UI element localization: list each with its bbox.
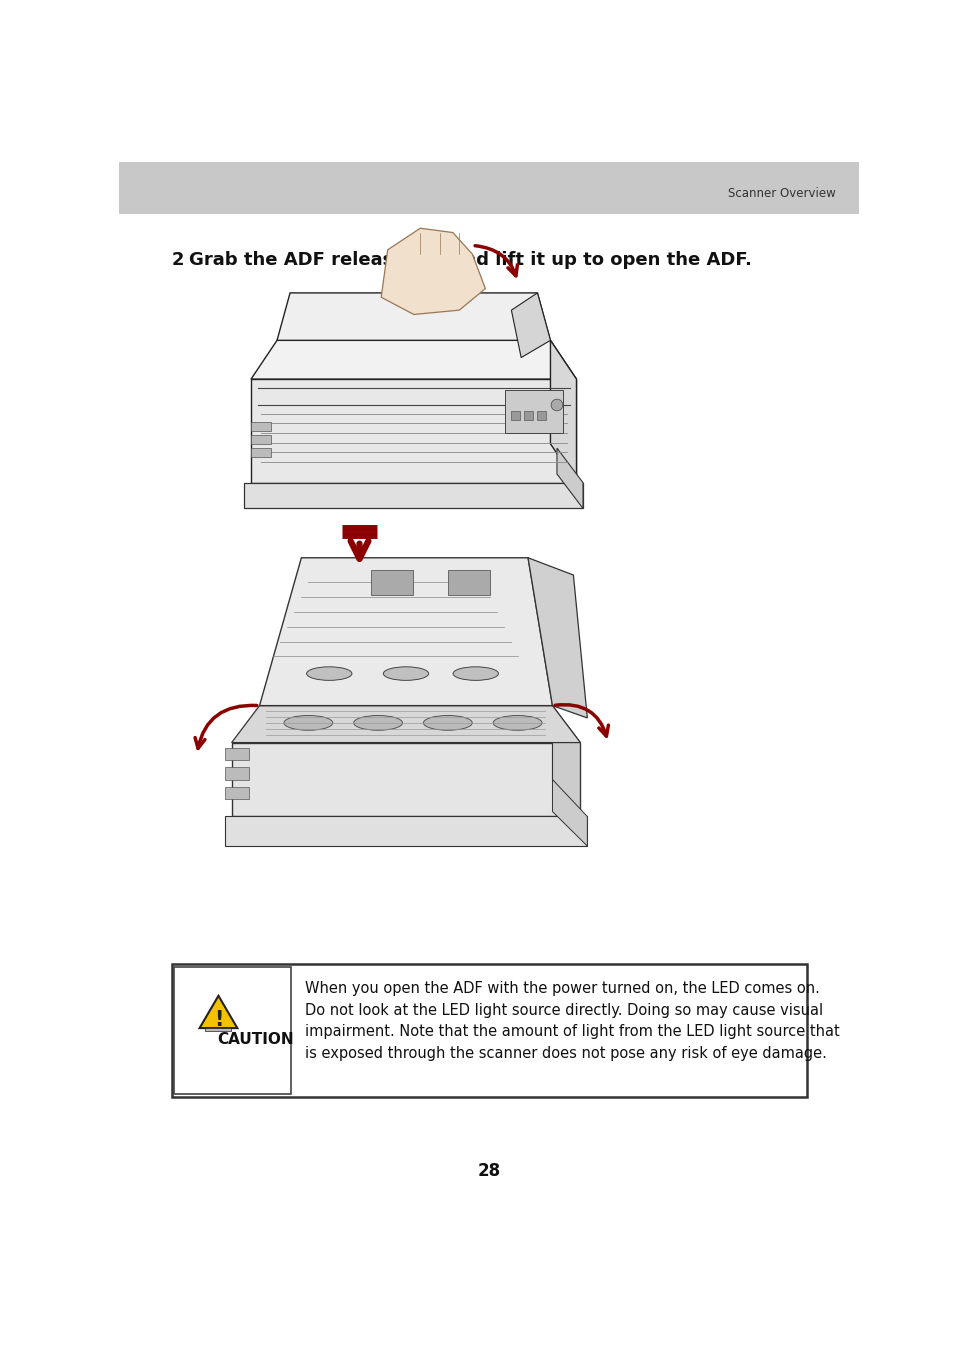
Bar (172, 964, 806, 1096)
Polygon shape (381, 228, 485, 315)
Polygon shape (224, 817, 587, 846)
Ellipse shape (284, 716, 333, 730)
Text: Scanner Overview: Scanner Overview (727, 186, 835, 200)
Polygon shape (276, 293, 550, 340)
Ellipse shape (383, 667, 428, 680)
Bar (174, 967, 291, 1095)
Polygon shape (251, 340, 576, 379)
Bar (205, 1029, 232, 1031)
Polygon shape (550, 340, 576, 483)
Ellipse shape (423, 716, 472, 730)
Text: 28: 28 (476, 1162, 500, 1180)
Bar (224, 748, 249, 760)
Bar (524, 412, 532, 420)
Polygon shape (232, 743, 579, 817)
Bar (224, 787, 249, 799)
Bar (251, 448, 271, 456)
Bar (224, 767, 249, 779)
Polygon shape (259, 558, 552, 706)
Text: 2: 2 (172, 251, 184, 269)
Polygon shape (251, 379, 576, 483)
Ellipse shape (306, 667, 352, 680)
Polygon shape (552, 706, 579, 817)
Polygon shape (557, 448, 582, 509)
Text: is exposed through the scanner does not pose any risk of eye damage.: is exposed through the scanner does not … (305, 1046, 826, 1061)
Ellipse shape (453, 667, 497, 680)
Polygon shape (511, 293, 550, 358)
Circle shape (551, 400, 562, 410)
Bar (447, 570, 489, 595)
Polygon shape (552, 779, 587, 846)
Text: CAUTION: CAUTION (217, 1033, 294, 1048)
Bar (119, 162, 858, 215)
Bar (504, 390, 563, 433)
Bar (537, 412, 545, 420)
Text: Grab the ADF release tab and lift it up to open the ADF.: Grab the ADF release tab and lift it up … (189, 251, 751, 269)
Polygon shape (528, 558, 587, 718)
Bar (371, 570, 413, 595)
Ellipse shape (354, 716, 402, 730)
Text: !: ! (213, 1010, 223, 1030)
Bar (251, 423, 271, 431)
Bar (251, 435, 271, 444)
Ellipse shape (493, 716, 541, 730)
Polygon shape (232, 706, 579, 743)
Text: When you open the ADF with the power turned on, the LED comes on.: When you open the ADF with the power tur… (305, 981, 820, 996)
Polygon shape (244, 483, 582, 509)
Bar (511, 412, 519, 420)
Text: Do not look at the LED light source directly. Doing so may cause visual: Do not look at the LED light source dire… (305, 1003, 822, 1018)
Polygon shape (199, 996, 237, 1029)
Text: impairment. Note that the amount of light from the LED light source that: impairment. Note that the amount of ligh… (305, 1025, 840, 1040)
